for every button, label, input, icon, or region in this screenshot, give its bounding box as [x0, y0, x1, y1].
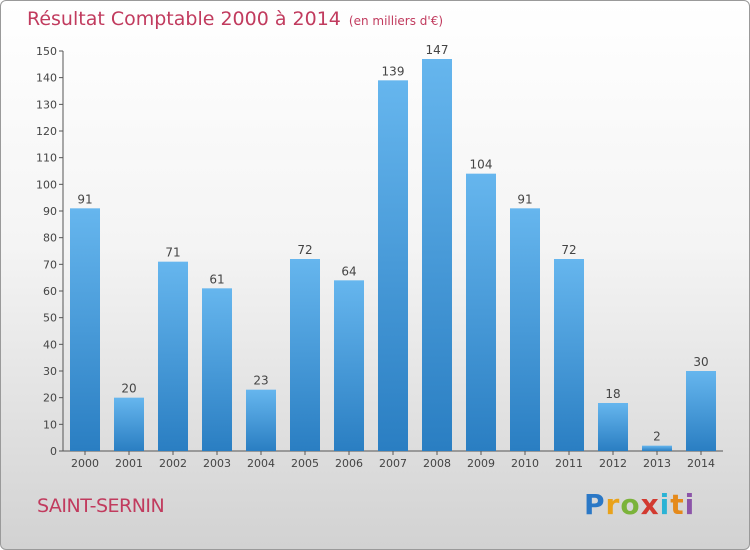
bar-2003: [202, 288, 232, 451]
x-tick-label: 2008: [423, 457, 451, 470]
proxiti-logo: Proxiti: [584, 488, 696, 521]
y-tick-label: 20: [43, 392, 57, 405]
data-label-2009: 104: [470, 158, 493, 172]
x-tick-label: 2014: [687, 457, 715, 470]
data-label-2008: 147: [426, 43, 449, 57]
bar-2014: [686, 371, 716, 451]
x-tick-label: 2013: [643, 457, 671, 470]
x-tick-label: 2007: [379, 457, 407, 470]
commune-name: SAINT-SERNIN: [37, 495, 165, 517]
bar-2010: [510, 208, 540, 451]
bar-2004: [246, 389, 276, 451]
x-tick-label: 2011: [555, 457, 583, 470]
bar-2001: [114, 397, 144, 451]
y-tick-label: 10: [43, 418, 57, 431]
bar-series: [70, 59, 716, 451]
y-tick-label: 120: [36, 125, 57, 138]
chart-title: Résultat Comptable 2000 à 2014 (en millie…: [27, 8, 443, 30]
y-tick-label: 140: [36, 72, 57, 85]
bar-2013: [642, 445, 672, 451]
data-label-2006: 64: [341, 264, 356, 278]
x-tick-label: 2009: [467, 457, 495, 470]
bar-2011: [554, 259, 584, 451]
y-tick-label: 80: [43, 232, 57, 245]
chart-unit: (en milliers d'€): [348, 14, 444, 28]
y-tick-label: 130: [36, 98, 57, 111]
bar-2009: [466, 173, 496, 451]
y-tick-label: 50: [43, 312, 57, 325]
data-label-2007: 139: [382, 64, 405, 78]
data-labels: 91 20 71 61 23 72 64 139 147 104 91 72 18 2 30: [77, 43, 708, 444]
data-label-2013: 2: [653, 430, 661, 444]
x-tick-label: 2006: [335, 457, 363, 470]
y-tick-label: 90: [43, 205, 57, 218]
x-tick-label: 2004: [247, 457, 275, 470]
y-tick-label: 150: [36, 45, 57, 58]
y-axis: 0 10 20 30 40 50 60 70 80 90 100 110 120 130 140 150: [36, 45, 64, 458]
y-tick-label: 40: [43, 338, 57, 351]
x-tick-label: 2005: [291, 457, 319, 470]
y-tick-label: 100: [36, 178, 57, 191]
bar-2000: [70, 208, 100, 451]
bar-2006: [334, 280, 364, 451]
data-label-2014: 30: [693, 355, 708, 369]
x-tick-label: 2003: [203, 457, 231, 470]
bar-2012: [598, 403, 628, 451]
y-tick-label: 30: [43, 365, 57, 378]
x-axis: 2000 2001 2002 2003 2004 2005 2006 2007 2008 2009…: [63, 450, 723, 470]
data-label-2000: 91: [77, 192, 92, 206]
y-tick-label: 110: [36, 152, 57, 165]
x-tick-label: 2001: [115, 457, 143, 470]
data-label-2001: 20: [121, 382, 136, 396]
y-tick-label: 60: [43, 285, 57, 298]
data-label-2012: 18: [605, 387, 620, 401]
y-tick-label: 0: [50, 445, 57, 458]
data-label-2004: 23: [253, 374, 268, 388]
x-tick-label: 2002: [159, 457, 187, 470]
chart-title-text: Résultat Comptable 2000 à 2014: [27, 8, 341, 30]
data-label-2011: 72: [561, 243, 576, 257]
bar-2005: [290, 259, 320, 451]
bar-2008: [422, 59, 452, 451]
bar-2002: [158, 261, 188, 451]
data-label-2002: 71: [165, 246, 180, 260]
y-tick-label: 70: [43, 258, 57, 271]
x-tick-label: 2010: [511, 457, 539, 470]
x-tick-label: 2000: [71, 457, 99, 470]
data-label-2005: 72: [297, 243, 312, 257]
x-tick-label: 2012: [599, 457, 627, 470]
bar-2007: [378, 80, 408, 451]
data-label-2003: 61: [209, 272, 224, 286]
data-label-2010: 91: [517, 192, 532, 206]
